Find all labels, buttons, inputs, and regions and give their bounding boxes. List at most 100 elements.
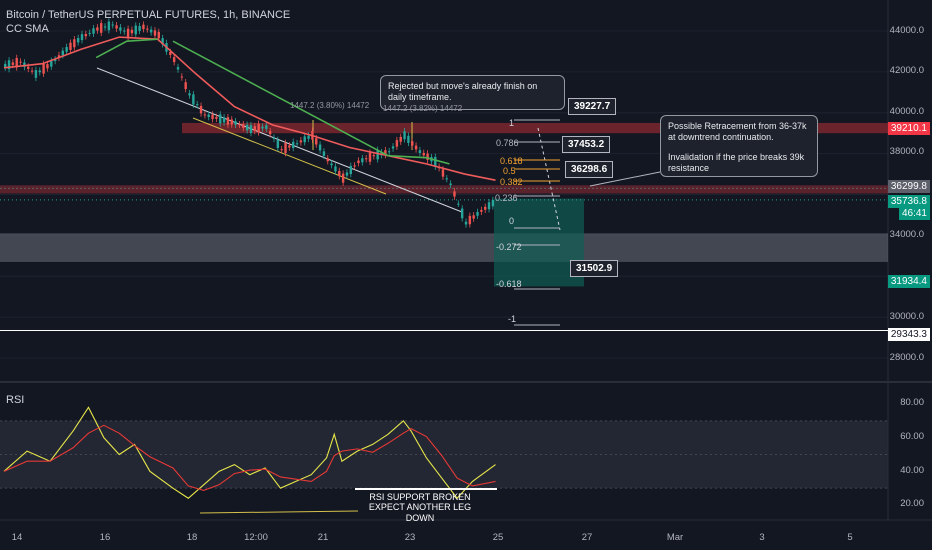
candle-body [299,140,303,143]
fib-label-0786: 0.786 [496,138,519,148]
candle-body [230,119,233,125]
rsi-ma-line [3,424,496,491]
candle-body [268,131,272,135]
rsi-tick-20: 20.00 [900,498,924,509]
candle-body [426,153,429,160]
x-tick-21: 21 [317,532,329,543]
rsi-band [0,420,888,489]
trendline-yellow [192,117,387,195]
rsi-label: RSI [6,394,25,406]
candle-body [115,25,118,29]
rsi-tick-60: 60.00 [900,431,924,442]
candle-body [364,158,368,160]
price-box-39227[interactable]: 39227.7 [568,98,617,115]
candle-body [399,136,402,142]
x-tick-1200: 12:00 [244,532,268,543]
candle-body [403,131,406,140]
candle-body [422,152,425,156]
candle-body [245,124,249,131]
x-tick-mar: Mar [666,532,684,543]
candle-body [411,141,414,146]
candle-body [484,206,487,210]
candle-body [126,28,130,38]
y-tick-28000: 28000.0 [889,352,924,363]
rsi-divergence-line [199,510,359,514]
y-tick-34000: 34000.0 [889,229,924,240]
callout-retracement[interactable]: Possible Retracement from 36-37k at down… [660,115,818,177]
fib-label-neg0272: -0.272 [496,242,522,252]
rsi-tick-80: 80.00 [900,397,924,408]
candle-body [242,124,245,128]
candle-body [414,145,418,150]
rsi-note-line2: EXPECT ANOTHER LEG DOWN [368,502,472,523]
candle-body [100,23,103,33]
candle-body [445,178,448,180]
price-box-31502[interactable]: 31502.9 [570,260,619,277]
price-tag-35736: 35736.8 [887,195,930,208]
candle-body [130,29,134,34]
candle-body [222,117,226,123]
candle-body [169,52,172,55]
candle-body [338,170,341,177]
candle-body [361,158,364,163]
rsi-tick-40: 40.00 [900,465,924,476]
candle-body [257,123,260,133]
candle-body [184,82,187,90]
price-tag-36299: 36299.8 [887,180,930,193]
candle-body [42,63,45,74]
chart-title: Bitcoin / TetherUS PERPETUAL FUTURES, 1h… [6,9,291,21]
candle-body [92,28,95,34]
candle-body [418,150,422,153]
candle-body [330,163,333,166]
candle-body [50,60,53,67]
candle-body [464,221,468,225]
fib-lines [514,119,560,326]
candle-body [261,126,264,129]
price-tag-countdown: 46:41 [898,207,930,220]
candle-body [123,30,126,32]
candle-body [480,209,483,212]
candle-body [46,64,49,69]
callout-rejected[interactable]: Rejected but move's already finish on da… [380,75,565,110]
candle-body [388,151,391,153]
candle-body [441,169,445,177]
price-box-37453[interactable]: 37453.2 [562,136,611,153]
candle-body [318,144,322,151]
price-tag-31934: 31934.4 [887,275,930,288]
candle-body [7,60,11,70]
candle-body [284,142,287,154]
candle-body [307,135,310,139]
candle-body [449,183,452,186]
rsi-pane [0,406,888,514]
candle-body [326,158,329,162]
candle-body [153,30,157,36]
candle-body [69,42,72,50]
candle-body [395,140,399,147]
trendline-white [96,67,463,213]
x-tick-23: 23 [404,532,416,543]
sma-slow-line [95,38,158,59]
candle-body [453,191,456,197]
candle-body [215,116,218,119]
fib-label-0618: 0.618 [500,156,523,166]
candle-body [376,149,379,160]
price-box-36298[interactable]: 36298.6 [565,161,614,178]
candle-body [172,57,176,63]
candle-body [322,151,326,156]
resistance-zone [182,122,890,134]
zones [0,122,890,332]
x-tick-3: 3 [759,532,765,543]
candle-body [211,114,214,120]
candle-body [345,172,349,176]
indicator-label: CC SMA [6,23,49,35]
fib-label-1: 1 [509,118,515,128]
candle-body [487,202,491,210]
moving-averages [3,36,496,181]
candle-body [303,136,306,143]
candle-body [176,67,180,70]
candle-body [34,69,38,78]
candle-body [434,156,437,167]
candle-body [107,21,111,31]
x-tick-5: 5 [847,532,853,543]
